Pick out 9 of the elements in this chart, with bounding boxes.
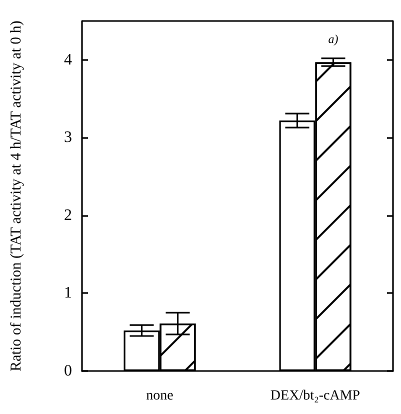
y-tick-label: 2 (64, 206, 72, 224)
y-tick-label: 1 (64, 284, 72, 302)
x-tick-label: DEX/bt₂-cAMP (270, 388, 360, 404)
y-tick-label: 4 (64, 51, 72, 68)
x-tick-label: none (146, 388, 174, 404)
annotation: a) (328, 32, 338, 46)
y-axis-title: Ratio of induction (TAT activity at 4 h/TAT activity at 0 h) (8, 20, 24, 372)
y-tick-label: 3 (64, 129, 72, 146)
y-tick-label: 0 (64, 362, 72, 380)
